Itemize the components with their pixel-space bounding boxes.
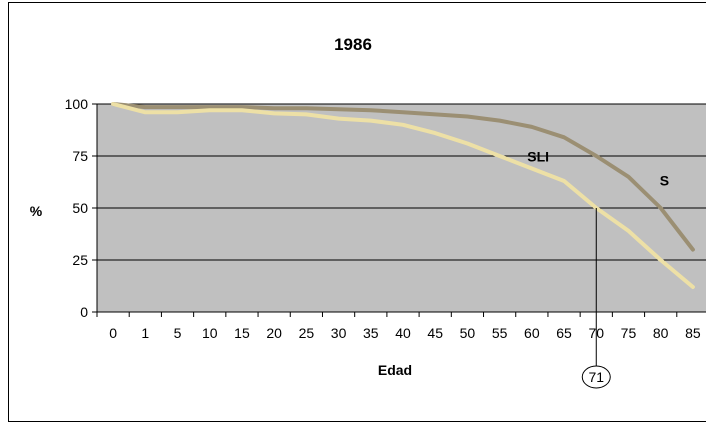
x-tick-label-15: 15 bbox=[234, 325, 250, 341]
x-tick-label-0: 0 bbox=[109, 325, 117, 341]
series-label-s: S bbox=[660, 173, 669, 189]
x-tick-label-75: 75 bbox=[621, 325, 637, 341]
y-tick-label-75: 75 bbox=[72, 148, 88, 164]
x-tick-label-65: 65 bbox=[556, 325, 572, 341]
chart-frame: S SLI 71 0 25 50 75 100 0 1 5 10 15 20 25 30 35 40 45 50 55… bbox=[8, 2, 706, 422]
x-tick-label-55: 55 bbox=[492, 325, 508, 341]
x-tick-label-40: 40 bbox=[395, 325, 411, 341]
annotation-label: 71 bbox=[588, 369, 604, 385]
series-line-s bbox=[111, 102, 695, 252]
annotation-circle bbox=[581, 365, 611, 389]
x-tick-label-20: 20 bbox=[266, 325, 282, 341]
x-tick-label-25: 25 bbox=[299, 325, 315, 341]
x-tick-label-85: 85 bbox=[685, 325, 701, 341]
x-tick-label-45: 45 bbox=[427, 325, 443, 341]
x-tick-label-1: 1 bbox=[141, 325, 149, 341]
x-tick-label-10: 10 bbox=[202, 325, 218, 341]
y-tick-label-25: 25 bbox=[72, 252, 88, 268]
y-axis-label: % bbox=[30, 203, 43, 219]
x-tick-label-5: 5 bbox=[174, 325, 182, 341]
x-tick-label-30: 30 bbox=[331, 325, 347, 341]
series-label-sli: SLI bbox=[527, 149, 549, 165]
y-tick-label-50: 50 bbox=[72, 200, 88, 216]
chart-title: 1986 bbox=[334, 35, 372, 54]
y-tick-label-0: 0 bbox=[80, 304, 88, 320]
x-axis-label: Edad bbox=[378, 362, 412, 378]
x-tick-label-60: 60 bbox=[524, 325, 540, 341]
x-tick-label-70: 70 bbox=[588, 325, 604, 341]
y-tick-label-100: 100 bbox=[65, 96, 89, 112]
x-tick-label-50: 50 bbox=[460, 325, 476, 341]
x-tick-label-80: 80 bbox=[653, 325, 669, 341]
x-tick-label-35: 35 bbox=[363, 325, 379, 341]
